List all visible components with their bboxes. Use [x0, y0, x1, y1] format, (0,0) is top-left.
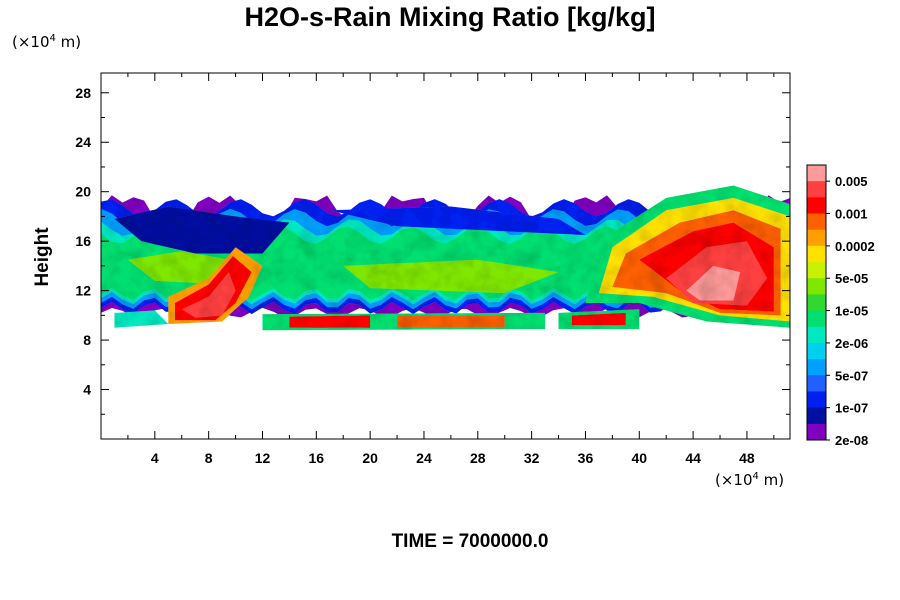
y-tick-label: 12 [75, 283, 91, 299]
y-axis: 4 8 12 16 20 24 28 [75, 85, 790, 415]
y-tick-label: 8 [83, 332, 91, 348]
x-tick-label: 16 [309, 450, 325, 466]
x-tick-label: 40 [631, 450, 647, 466]
x-axis-unit: (×104 m) [715, 471, 784, 489]
colorbar-swatch [807, 245, 826, 263]
colorbar-swatch [807, 165, 826, 182]
x-unit-suffix: m) [758, 471, 785, 489]
x-tick-label: 28 [470, 450, 486, 466]
colorbar-swatch [807, 407, 826, 425]
y-tick-label: 16 [75, 233, 91, 249]
y-tick-label: 20 [75, 184, 91, 200]
x-tick-label: 36 [578, 450, 594, 466]
x-unit-exponent: 4 [752, 471, 759, 482]
colorbar-swatch [807, 391, 826, 409]
colorbar-swatch [807, 310, 826, 328]
colorbar-label: 0.001 [835, 207, 868, 222]
colorbar-swatch [807, 326, 826, 344]
colorbar-swatch [807, 423, 826, 441]
field-darkblue-core-west [114, 206, 290, 254]
rain-cell-red-c [572, 312, 626, 326]
y-unit-suffix: m) [55, 33, 82, 51]
colorbar-label: 1e-07 [835, 401, 868, 416]
x-tick-label: 24 [416, 450, 432, 466]
y-axis-unit: (×104 m) [12, 33, 81, 51]
colorbar-swatch [807, 294, 826, 312]
rain-cell-red-a [289, 315, 371, 328]
chart-title: H2O-s-Rain Mixing Ratio [kg/kg] [244, 2, 656, 32]
core-west-pink [181, 272, 236, 318]
rain-field [101, 185, 790, 331]
x-tick-label: 4 [151, 450, 159, 466]
plot-frame [100, 72, 791, 440]
colorbar-label: 2e-06 [835, 336, 868, 351]
field-blue-core-center [329, 206, 586, 235]
colorbar-swatch [807, 342, 826, 360]
colorbar-swatch [807, 213, 826, 231]
x-tick-label: 32 [524, 450, 540, 466]
x-unit-prefix: (×10 [715, 471, 753, 489]
colorbar-label: 5e-05 [835, 271, 868, 286]
colorbar-swatch [807, 229, 826, 247]
x-tick-label: 44 [685, 450, 701, 466]
y-tick-label: 28 [75, 85, 91, 101]
colorbar-label: 5e-07 [835, 368, 868, 383]
colorbar-swatch [807, 181, 826, 198]
x-tick-label: 12 [255, 450, 271, 466]
y-unit-exponent: 4 [49, 33, 56, 44]
colorbar-swatch [807, 278, 826, 295]
x-tick-label: 48 [739, 450, 755, 466]
colorbar-swatch [807, 375, 826, 392]
x-axis: 4 8 12 16 20 24 28 32 36 40 44 48 [127, 73, 775, 466]
core-east-lightpink [686, 265, 741, 301]
colorbar-swatch [807, 359, 826, 376]
rain-cell-orange-b [397, 315, 505, 328]
colorbar-label: 0.005 [835, 174, 868, 189]
colorbar-swatch [807, 262, 826, 279]
colorbar-frame [806, 164, 827, 441]
y-tick-label: 4 [83, 382, 91, 398]
colorbar-label: 1e-05 [835, 304, 868, 319]
x-tick-label: 20 [362, 450, 378, 466]
y-tick-label: 24 [75, 134, 91, 150]
field-lime-center [343, 259, 559, 294]
colorbar: 0.005 0.001 0.0002 5e-05 1e-05 2e-06 5e-07 1e-0… [806, 164, 875, 448]
colorbar-label: 2e-08 [835, 433, 868, 448]
colorbar-swatch [807, 197, 826, 215]
colorbar-label: 0.0002 [835, 239, 875, 254]
rain-cell-1 [114, 310, 169, 328]
x-tick-label: 8 [205, 450, 213, 466]
time-label: TIME = 7000000.0 [391, 531, 549, 552]
y-unit-prefix: (×10 [12, 33, 50, 51]
